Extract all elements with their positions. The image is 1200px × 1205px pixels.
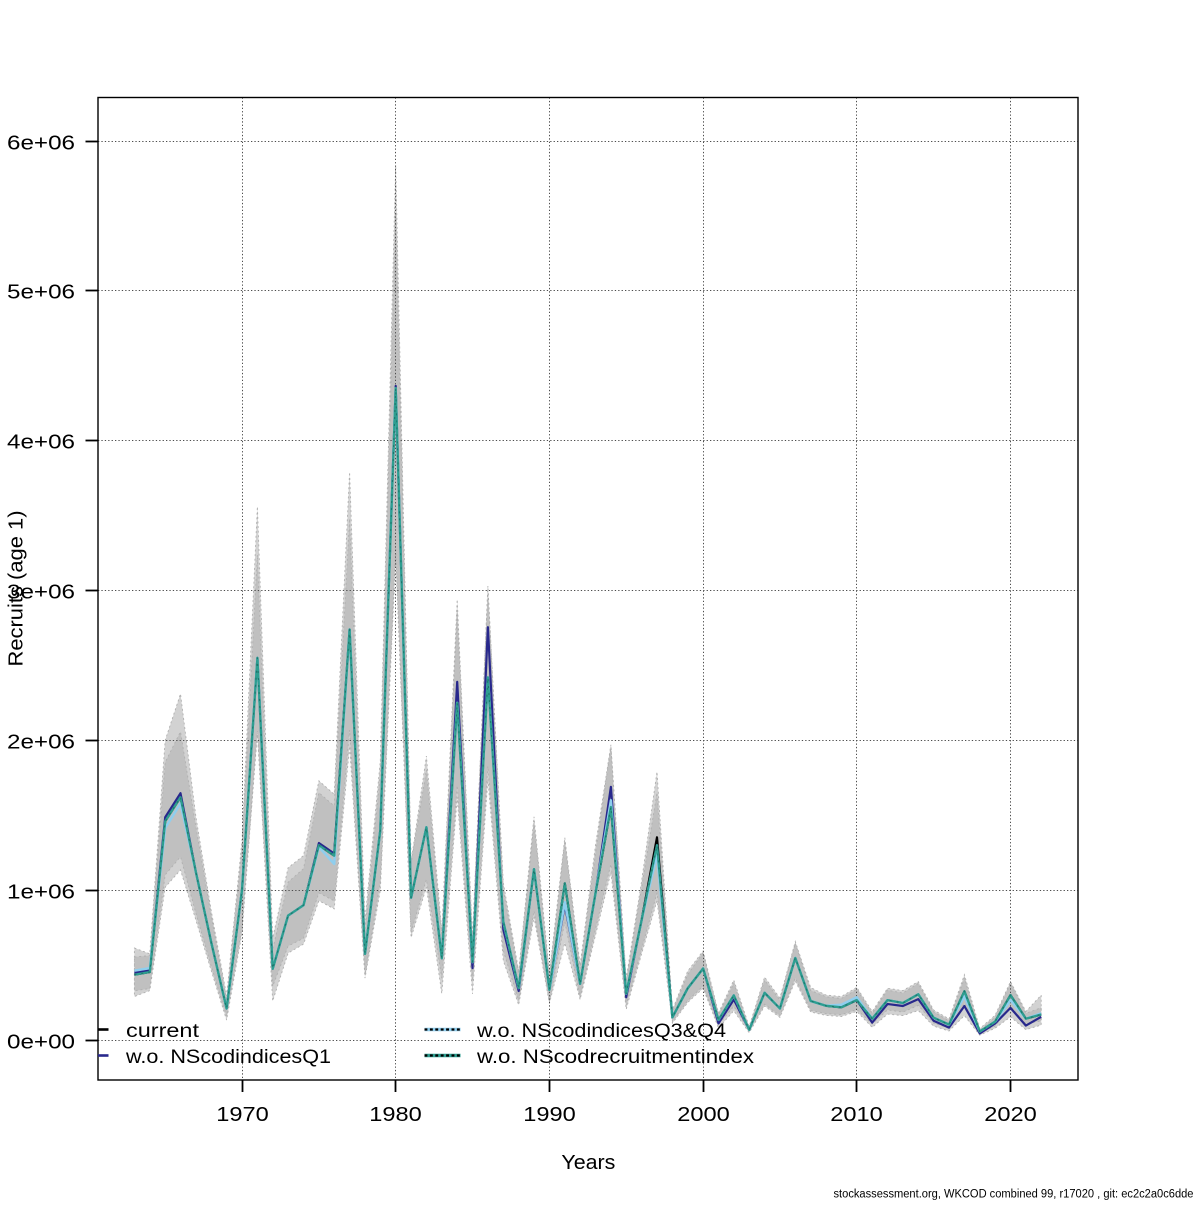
svg-text:2000: 2000 [677,1104,730,1126]
svg-text:1970: 1970 [216,1104,269,1126]
svg-text:2e+06: 2e+06 [7,732,75,754]
svg-text:2020: 2020 [984,1104,1037,1126]
svg-text:2010: 2010 [830,1104,883,1126]
svg-text:w.o. NScodrecruitmentindex: w.o. NScodrecruitmentindex [476,1046,754,1068]
svg-text:1980: 1980 [369,1104,422,1126]
svg-text:w.o. NScodindicesQ1: w.o. NScodindicesQ1 [125,1046,331,1068]
svg-text:stockassessment.org, WKCOD co: stockassessment.org, WKCOD combined 99, … [834,1188,1194,1200]
svg-text:1e+06: 1e+06 [7,882,75,904]
svg-text:Recruits (age 1): Recruits (age 1) [6,511,28,667]
svg-text:6e+06: 6e+06 [7,133,75,155]
svg-text:4e+06: 4e+06 [7,432,75,454]
svg-text:current: current [126,1020,200,1042]
svg-text:5e+06: 5e+06 [7,282,75,304]
svg-text:3e+06: 3e+06 [7,582,75,604]
svg-text:Years: Years [561,1152,615,1174]
svg-text:0e+00: 0e+00 [7,1032,75,1054]
svg-text:w.o. NScodindicesQ3&Q4: w.o. NScodindicesQ3&Q4 [476,1020,726,1042]
svg-text:1990: 1990 [523,1104,576,1126]
